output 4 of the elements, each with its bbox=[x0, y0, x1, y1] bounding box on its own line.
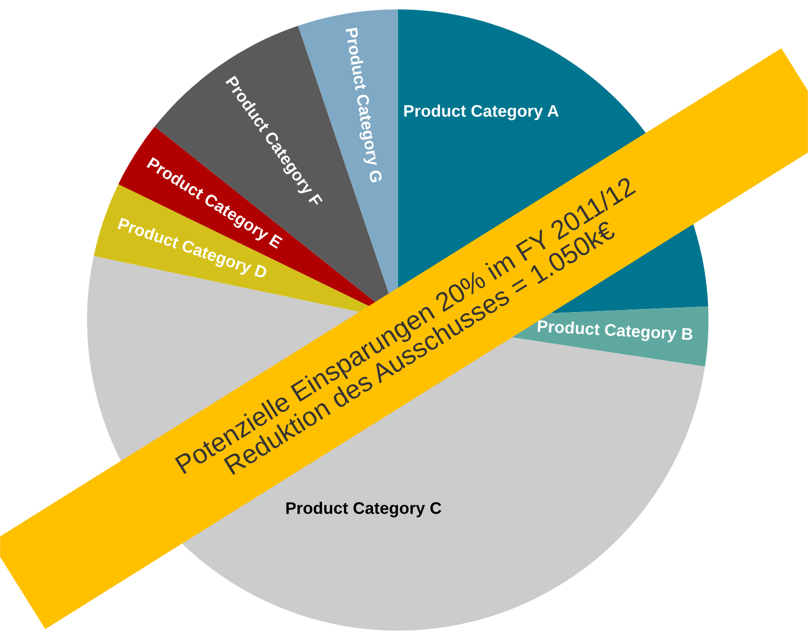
slice-label: Product Category C bbox=[286, 502, 442, 518]
slice-label: Product Category B bbox=[538, 320, 693, 344]
slice-label: Product Category A bbox=[404, 104, 559, 120]
slice-label: Product Category G bbox=[342, 28, 383, 184]
